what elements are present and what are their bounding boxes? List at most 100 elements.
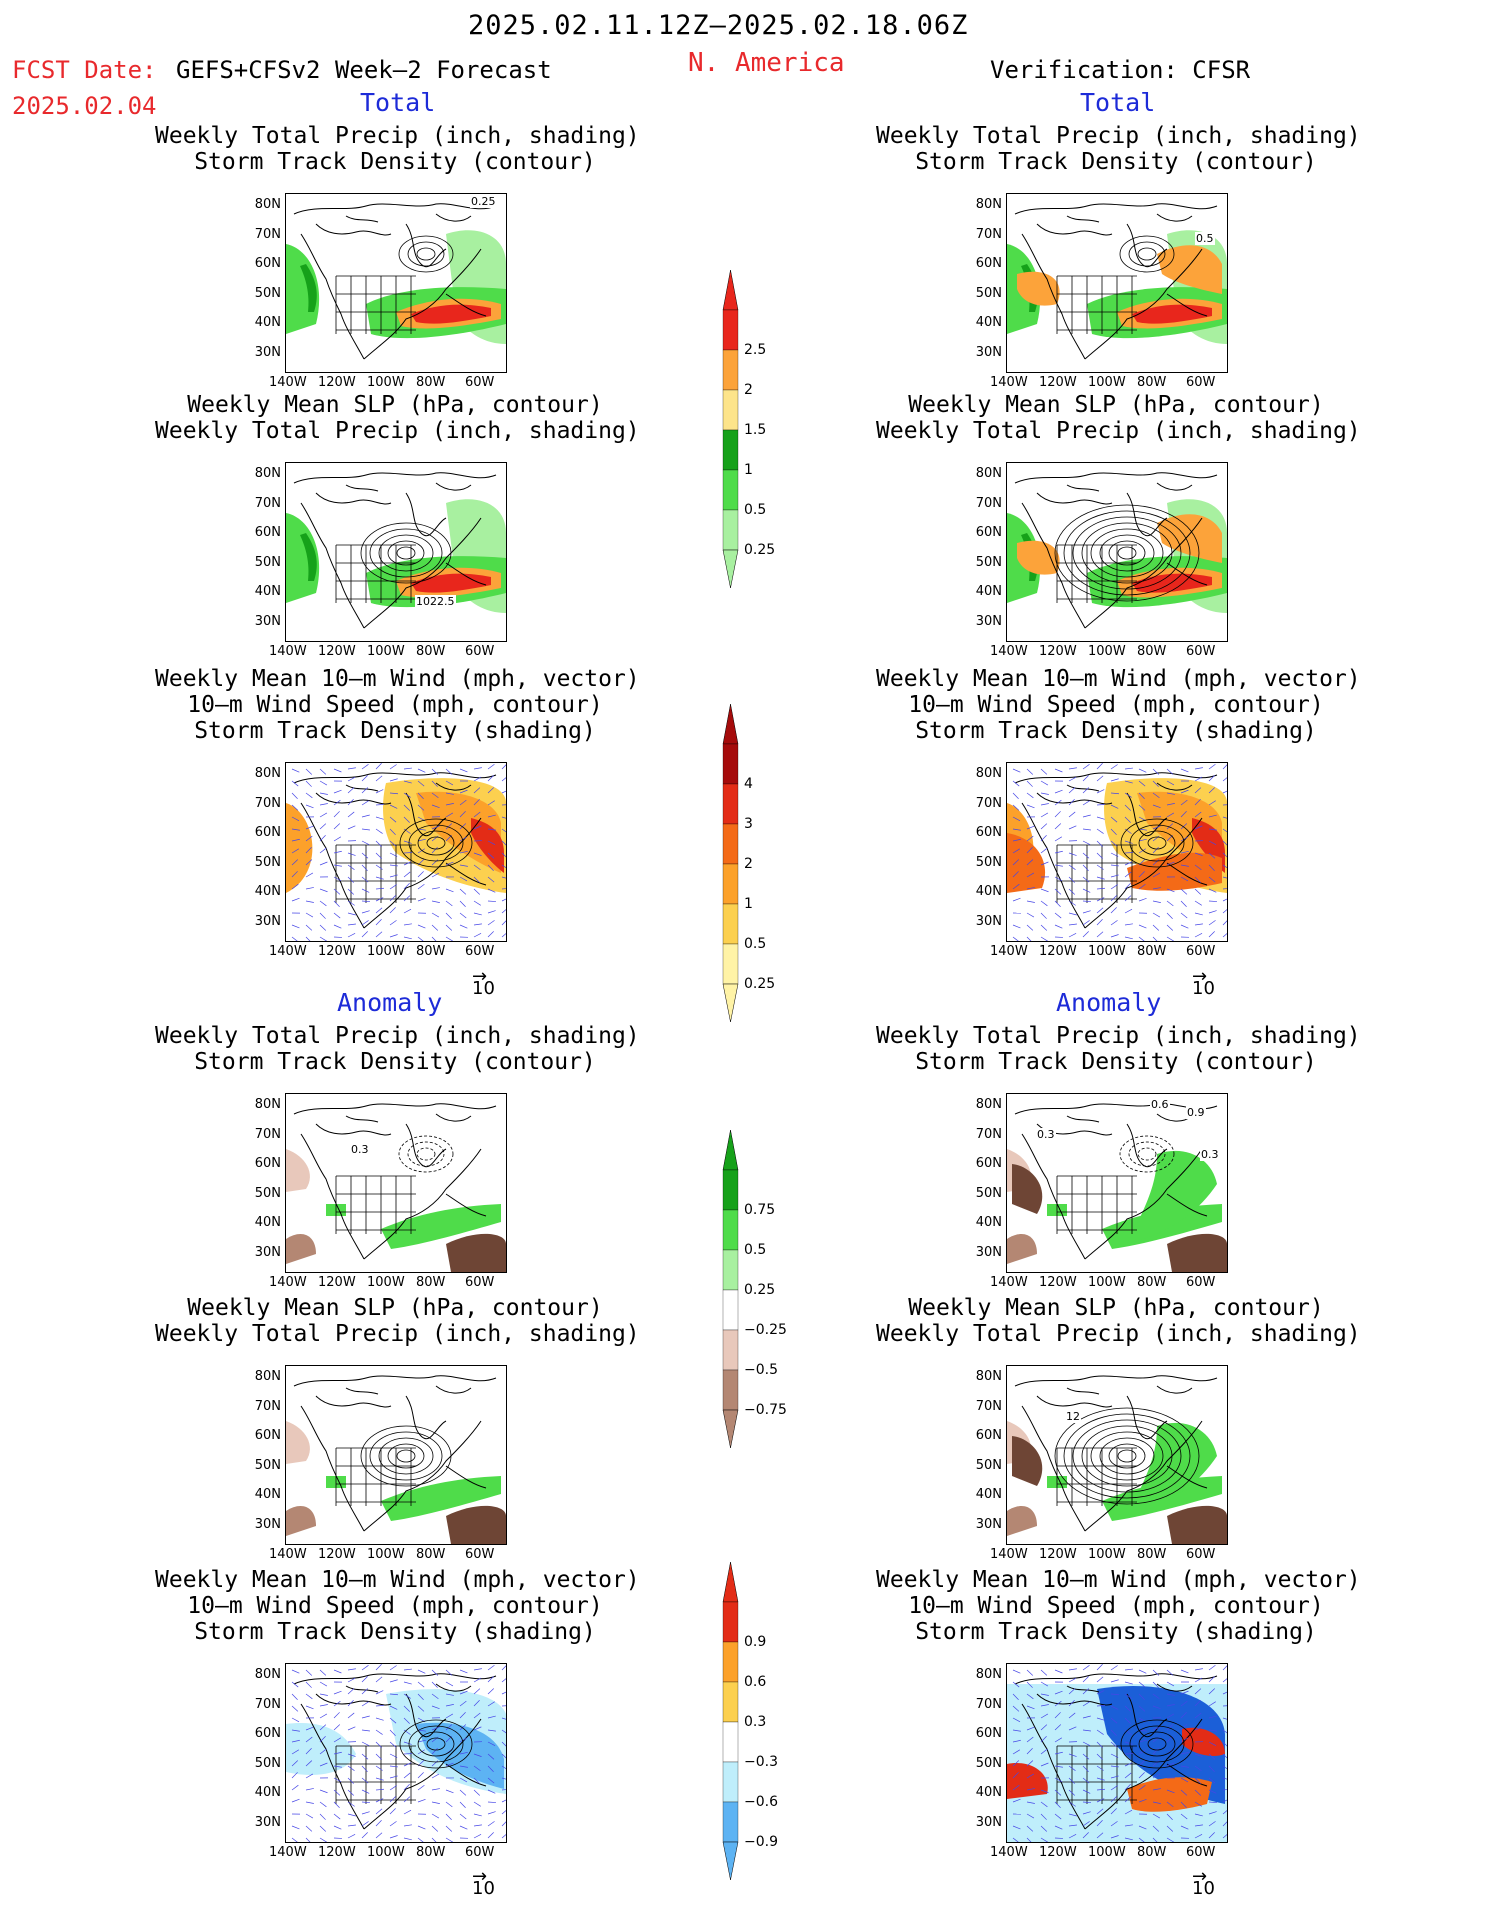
anom-fcst-precip-lat-70N: 70N: [254, 1126, 281, 1142]
anom-verif-precip-lat-50N: 50N: [975, 1185, 1002, 1201]
cb-anom-precip-top-arrow: [722, 1130, 739, 1171]
total-fcst-vector-ref-arrow: →: [472, 966, 488, 987]
cb-anom-storm-label-0: 0.9: [744, 1634, 767, 1650]
state-borders: [335, 1745, 416, 1804]
coastline: [293, 472, 497, 629]
anom-dry-sw: [1007, 1234, 1037, 1264]
anom-fcst-wind-lat-70N: 70N: [254, 1696, 281, 1712]
cb-anom-precip-label-0: 0.75: [744, 1202, 776, 1218]
total-verif-vector-ref: 10: [1192, 978, 1215, 999]
anom-fcst-precip-lon-100W: 100W: [367, 1275, 405, 1290]
cb-total-precip-label-3: 1: [744, 462, 753, 478]
anom-wet-belt: [381, 1476, 501, 1521]
cb-total-storm-block-2: [722, 823, 739, 865]
contour-lines: [398, 1135, 454, 1173]
total-fcst-precip-lon-100W: 100W: [367, 375, 405, 390]
anom-fcst-wind-lat-40N: 40N: [254, 1785, 281, 1800]
cb-total-storm-block-4: [722, 903, 739, 945]
total-verif-wind-lat-70N: 70N: [975, 795, 1002, 811]
anom-verif-precip-lon-120W: 120W: [1039, 1275, 1077, 1290]
storm-east-strong: [1127, 852, 1222, 891]
contour-lines: [398, 235, 454, 273]
anom-fcst-precip-lat-50N: 50N: [254, 1185, 281, 1201]
cb-anom-storm-label-5: −0.9: [744, 1834, 778, 1850]
anom-fcst-slp-lat-60N: 60N: [254, 1428, 281, 1443]
cb-total-storm-top-arrow: [722, 704, 739, 745]
anom-warm-east: [1127, 1777, 1212, 1812]
total-fcst-wind-lat-50N: 50N: [254, 854, 281, 870]
cb-total-storm-svg: [722, 704, 739, 1023]
anom-fcst-wind-lat-60N: 60N: [254, 1726, 281, 1741]
total-fcst-slp-map: [285, 462, 507, 642]
anom-fcst-slp-lon-60W: 60W: [465, 1547, 495, 1562]
annot-anom-verif-precip-2: 0.3: [1200, 1148, 1220, 1161]
annot-anom-verif-precip-1: 0.9: [1186, 1106, 1206, 1119]
total-fcst-wind-title-line-1: 10–m Wind Speed (mph, contour): [187, 692, 603, 718]
total-fcst-slp-lon-60W: 60W: [465, 644, 495, 659]
total-fcst-precip-lat-50N: 50N: [254, 285, 281, 301]
contour-lines: [1120, 818, 1194, 868]
total-fcst-precip-title-line-1: Storm Track Density (contour): [194, 149, 596, 175]
cb-anom-precip-label-1: 0.5: [744, 1242, 767, 1258]
total-fcst-precip-title-line-0: Weekly Total Precip (inch, shading): [155, 123, 640, 149]
cb-total-storm-label-3: 1: [744, 896, 753, 912]
cb-total-storm-block-5: [722, 943, 739, 985]
wind-vectors: [1012, 1664, 1227, 1842]
anom-verif-slp-lon-140W: 140W: [990, 1547, 1028, 1562]
total-verif-precip-lon-80W: 80W: [1137, 375, 1167, 390]
cb-total-precip-block-2: [722, 389, 739, 431]
anom-fcst-wind-lon-100W: 100W: [367, 1845, 405, 1860]
anom-verif-slp-lon-80W: 80W: [1137, 1547, 1167, 1562]
anom-verif-slp-lat-50N: 50N: [975, 1457, 1002, 1473]
anom-verif-wind-lat-40N: 40N: [975, 1785, 1002, 1800]
cb-anom-precip-block-0: [722, 1169, 739, 1211]
section-anomaly-left: Anomaly: [337, 988, 443, 1017]
period-title: 2025.02.11.12Z–2025.02.18.06Z: [468, 10, 969, 41]
total-verif-slp-lat-40N: 40N: [975, 584, 1002, 599]
state-borders: [1056, 844, 1137, 903]
total-verif-precip-lon-140W: 140W: [990, 375, 1028, 390]
total-verif-vector-ref-arrow: →: [1192, 966, 1208, 987]
anom-verif-wind-title-line-2: Storm Track Density (shading): [915, 1619, 1317, 1645]
cb-total-precip-label-4: 0.5: [744, 502, 767, 518]
anom-cool-core: [416, 1722, 504, 1789]
anom-cool-strong: [1097, 1686, 1225, 1804]
cb-anom-precip-block-5: [722, 1369, 739, 1411]
cb-anom-precip-block-2: [722, 1249, 739, 1291]
anom-verif-wind-map: [1006, 1663, 1228, 1843]
cb-total-precip-label-1: 2: [744, 382, 753, 398]
anom-fcst-slp-title-line-1: Weekly Total Precip (inch, shading): [155, 1321, 640, 1347]
total-verif-precip-map: [1006, 193, 1228, 373]
cb-total-storm-label-2: 2: [744, 856, 753, 872]
anom-fcst-precip-lon-140W: 140W: [269, 1275, 307, 1290]
anom-fcst-precip-title-line-1: Storm Track Density (contour): [194, 1049, 596, 1075]
coastline: [1014, 772, 1218, 929]
total-verif-precip-lon-120W: 120W: [1039, 375, 1077, 390]
state-borders: [1056, 275, 1137, 334]
total-fcst-slp-title-line-0: Weekly Mean SLP (hPa, contour): [187, 392, 603, 418]
total-fcst-slp-lat-50N: 50N: [254, 554, 281, 570]
total-fcst-slp-lon-80W: 80W: [416, 644, 446, 659]
total-fcst-precip-lon-140W: 140W: [269, 375, 307, 390]
anom-fcst-slp-lat-30N: 30N: [254, 1516, 281, 1532]
anom-verif-wind-lon-80W: 80W: [1137, 1845, 1167, 1860]
total-fcst-wind-lat-30N: 30N: [254, 913, 281, 929]
anom-verif-precip-lat-80N: 80N: [975, 1097, 1002, 1112]
annot-total-fcst-slp: 1022.5: [415, 595, 456, 608]
total-verif-precip-map-svg: [1007, 203, 1227, 360]
total-fcst-wind-title-line-0: Weekly Mean 10–m Wind (mph, vector): [155, 666, 640, 692]
precip-ne-orange: [1157, 514, 1222, 563]
cb-anom-storm-block-3: [722, 1721, 739, 1763]
coastline: [1014, 472, 1218, 629]
wind-vectors: [291, 763, 506, 941]
anom-fcst-slp-lon-80W: 80W: [416, 1547, 446, 1562]
total-verif-wind-lon-80W: 80W: [1137, 944, 1167, 959]
total-verif-wind-lat-40N: 40N: [975, 884, 1002, 899]
cb-anom-storm-label-4: −0.6: [744, 1794, 778, 1810]
state-borders: [335, 544, 416, 603]
total-fcst-wind-lat-40N: 40N: [254, 884, 281, 899]
annot-anom-fcst-precip: 0.3: [350, 1143, 370, 1156]
precip-west-orange: [1017, 540, 1060, 575]
anom-fcst-slp-lat-40N: 40N: [254, 1487, 281, 1502]
total-verif-slp-lat-60N: 60N: [975, 525, 1002, 540]
